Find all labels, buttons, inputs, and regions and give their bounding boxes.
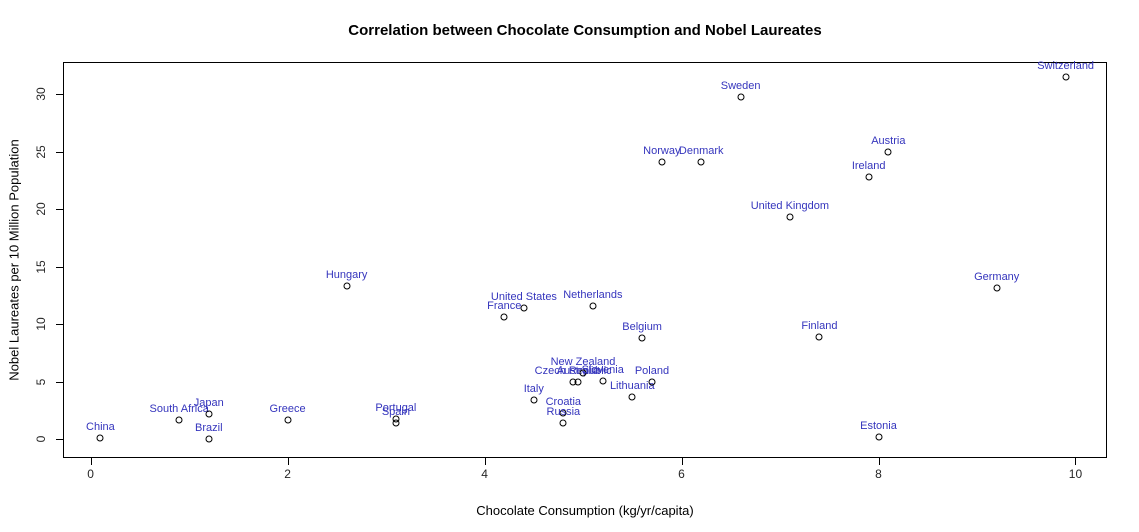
x-axis-tick: [484, 458, 486, 465]
y-axis-tick: [56, 266, 63, 268]
x-axis-tick-label: 10: [1068, 467, 1083, 481]
x-axis-tick: [287, 458, 289, 465]
data-point: [175, 416, 183, 424]
y-axis-tick: [56, 324, 63, 326]
data-point-label: Greece: [269, 402, 306, 415]
y-axis-tick-label: 0: [34, 435, 48, 443]
x-axis-tick-label: 6: [678, 467, 685, 481]
data-point-label: Austria: [871, 134, 906, 147]
data-point-label: Croatia: [545, 395, 582, 408]
data-point: [786, 213, 794, 221]
x-axis-label: Chocolate Consumption (kg/yr/capita): [476, 503, 694, 518]
data-point-label: Poland: [634, 364, 670, 377]
data-point: [559, 419, 567, 427]
data-point-label: Brazil: [195, 422, 223, 435]
x-axis-tick: [1075, 458, 1077, 465]
y-axis-tick-label: 25: [34, 145, 48, 159]
chart-title: Correlation between Chocolate Consumptio…: [348, 22, 822, 39]
y-axis-tick: [56, 381, 63, 383]
data-point-label: United Kingdom: [750, 200, 829, 213]
y-axis-tick: [56, 439, 63, 441]
data-point-label: Norway: [643, 145, 681, 158]
data-point: [559, 409, 567, 417]
data-point-label: Slovenia: [581, 363, 624, 376]
data-point-label: Germany: [974, 270, 1020, 283]
data-point-label: Denmark: [678, 145, 724, 158]
data-point: [343, 282, 351, 290]
data-point: [648, 378, 656, 386]
data-point-label: Sweden: [720, 79, 761, 92]
y-axis-tick: [56, 151, 63, 153]
data-point: [815, 333, 823, 341]
data-point-label: Hungary: [325, 269, 368, 282]
y-axis-tick-label: 10: [34, 317, 48, 331]
data-point: [638, 334, 646, 342]
data-point-label: Estonia: [860, 419, 897, 432]
x-axis-tick: [878, 458, 880, 465]
data-point: [865, 173, 873, 181]
x-axis-tick: [90, 458, 92, 465]
data-point: [599, 377, 607, 385]
data-point: [1062, 73, 1070, 81]
data-point: [284, 416, 292, 424]
data-point-label: Japan: [193, 396, 224, 409]
data-point-label: Portugal: [375, 401, 417, 414]
data-point: [500, 313, 508, 321]
data-point: [737, 93, 745, 101]
x-axis-tick-label: 2: [284, 467, 291, 481]
y-axis-tick-label: 5: [34, 378, 48, 386]
data-point: [589, 302, 597, 310]
plot-box: [63, 62, 1107, 458]
x-axis-tick-label: 0: [87, 467, 94, 481]
data-point: [884, 148, 892, 156]
data-point: [875, 433, 882, 441]
data-point-label: Spain: [381, 406, 410, 419]
y-axis-tick-label: 30: [34, 87, 48, 102]
data-point-label: Ireland: [851, 160, 886, 173]
x-axis-tick: [681, 458, 683, 465]
data-point-label: United States: [490, 291, 557, 304]
data-point: [205, 410, 213, 418]
data-point-label: New Zealand: [550, 355, 616, 368]
data-point-label: Italy: [523, 383, 544, 396]
data-point: [205, 435, 213, 443]
data-point-label: Netherlands: [563, 288, 623, 301]
y-axis-tick-label: 20: [34, 202, 48, 217]
data-point: [520, 304, 528, 312]
x-axis-tick-label: 8: [875, 467, 882, 481]
data-point-label: Russia: [546, 406, 581, 419]
data-point-label: Switzerland: [1037, 60, 1095, 73]
data-point-label: France: [487, 300, 522, 313]
data-point-label: Czech Republic: [534, 364, 612, 377]
y-axis-tick-label: 15: [34, 260, 48, 274]
data-point: [658, 158, 666, 166]
data-point-label: Lithuania: [609, 379, 655, 392]
data-point: [530, 396, 538, 404]
data-point-label: Finland: [801, 319, 838, 332]
data-point-label: China: [86, 421, 115, 434]
data-point: [697, 158, 705, 166]
y-axis-tick: [56, 94, 63, 96]
data-point: [574, 378, 582, 386]
data-point-label: South Africa: [149, 402, 209, 415]
data-point: [628, 393, 636, 401]
data-point: [579, 369, 587, 377]
y-axis-tick: [56, 209, 63, 211]
data-point: [993, 284, 1001, 292]
x-axis-tick-label: 4: [481, 467, 488, 481]
data-point: [96, 434, 104, 442]
data-point-label: Belgium: [622, 321, 662, 334]
data-point-label: Australia: [556, 364, 600, 377]
data-point: [392, 419, 400, 427]
